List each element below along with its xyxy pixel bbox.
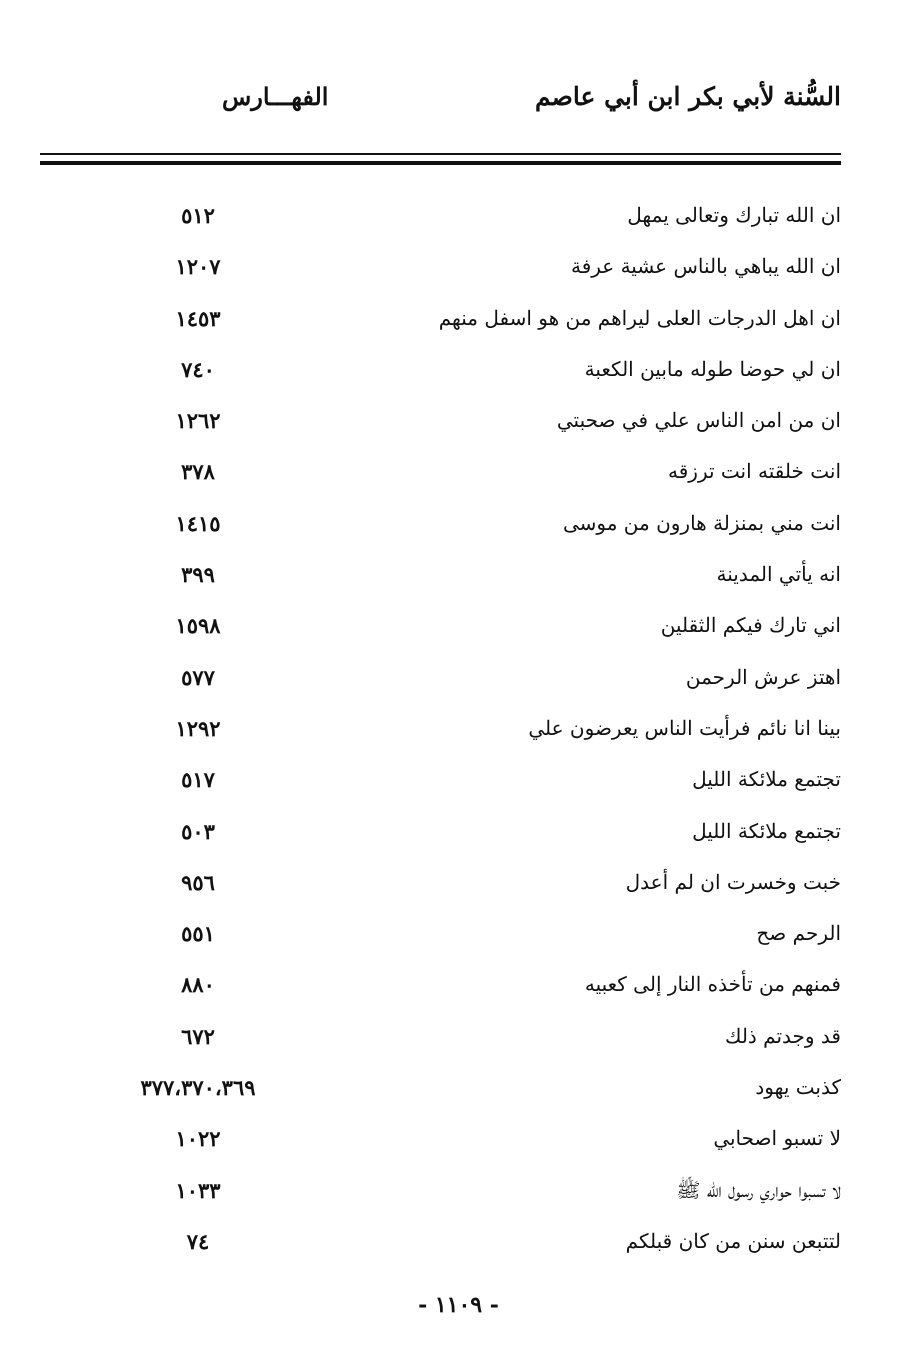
entry-text: ان لي حوضا طوله مابين الكعبة — [584, 356, 841, 381]
entry-reference: ٧٤٠ — [181, 356, 215, 382]
entry-reference: ٣٧٨ — [181, 459, 215, 485]
index-entry: ان من امن الناس علي في صحبتي ١٢٦٢ — [0, 408, 917, 459]
index-entry: انه يأتي المدينة ٣٩٩ — [0, 562, 917, 613]
entry-text: لا تسبو اصحابي — [713, 1126, 841, 1151]
index-entry: ان لي حوضا طوله مابين الكعبة ٧٤٠ — [0, 357, 917, 408]
entry-reference: ٥١٢ — [181, 203, 215, 228]
entry-reference: ١٥٩٨ — [175, 613, 221, 639]
entry-text: انه يأتي المدينة — [716, 562, 842, 587]
index-entry: ان الله يباهي بالناس عشية عرفة ١٢٠٧ — [0, 254, 917, 305]
header-rule-thick — [40, 161, 841, 165]
entry-reference: ٥٧٧ — [181, 664, 215, 690]
entry-text: كذبت يهود — [755, 1075, 841, 1100]
entry-reference: ٨٨٠ — [181, 972, 215, 998]
index-entry: لتتبعن سنن من كان قبلكم ٧٤ — [0, 1229, 917, 1280]
entry-text: ان من امن الناس علي في صحبتي — [556, 408, 841, 433]
index-entry: لا تسبوا حواري رسول الله ﷺ ١٠٣٣ — [0, 1178, 917, 1229]
entry-reference: ٥١٧ — [181, 767, 215, 793]
index-entry: كذبت يهود ٣٧٧،٣٧٠،٣٦٩ — [0, 1075, 917, 1126]
entry-reference: ٧٤ — [186, 1228, 210, 1254]
entry-reference: ١٠٣٣ — [175, 1177, 221, 1203]
page-number: - ١١٠٩ - — [418, 1292, 499, 1318]
index-entry: تجتمع ملائكة الليل ٥١٧ — [0, 767, 917, 818]
index-entry: انت مني بمنزلة هارون من موسى ١٤١٥ — [0, 511, 917, 562]
index-list: ان الله تبارك وتعالى يمهل ٥١٢ ان الله يباه… — [0, 203, 917, 1280]
entry-reference: ٣٩٩ — [181, 562, 215, 588]
entry-reference: ١٢٦٢ — [175, 408, 221, 434]
entry-text: الرحم صح — [756, 921, 841, 946]
index-entry: اني تارك فيكم الثقلين ١٥٩٨ — [0, 613, 917, 664]
entry-reference: ٥٠٣ — [181, 818, 215, 844]
index-entry: انت خلقته انت ترزقه ٣٧٨ — [0, 459, 917, 510]
entry-text: ان الله تبارك وتعالى يمهل — [627, 203, 841, 227]
entry-text: اني تارك فيكم الثقلين — [660, 613, 841, 638]
index-entry: الرحم صح ٥٥١ — [0, 921, 917, 972]
header-rule-thin — [40, 153, 841, 155]
entry-text: بينا انا نائم فرأيت الناس يعرضون علي — [528, 715, 841, 740]
entry-text: تجتمع ملائكة الليل — [692, 818, 841, 843]
entry-text: فمنهم من تأخذه النار إلى كعبيه — [584, 972, 841, 997]
entry-text: قد وجدتم ذلك — [724, 1023, 841, 1048]
entry-text: ان الله يباهي بالناس عشية عرفة — [570, 254, 841, 279]
entry-text: لتتبعن سنن من كان قبلكم — [625, 1228, 841, 1253]
index-entry: قد وجدتم ذلك ٦٧٢ — [0, 1024, 917, 1075]
entry-reference: ١٤٥٣ — [175, 305, 221, 331]
entry-text: لا تسبوا حواري رسول الله ﷺ — [676, 1177, 841, 1202]
index-entry: فمنهم من تأخذه النار إلى كعبيه ٨٨٠ — [0, 972, 917, 1023]
entry-reference: ١٢٩٢ — [175, 715, 221, 741]
entry-text: انت مني بمنزلة هارون من موسى — [562, 510, 841, 535]
index-entry: تجتمع ملائكة الليل ٥٠٣ — [0, 819, 917, 870]
entry-reference: ٦٧٢ — [181, 1023, 215, 1049]
entry-text: انت خلقته انت ترزقه — [668, 459, 841, 484]
entry-reference: ١٠٢٢ — [175, 1126, 221, 1152]
entry-text: تجتمع ملائكة الليل — [692, 767, 841, 792]
entry-text: ان اهل الدرجات العلى ليراهم من هو اسفل م… — [438, 305, 841, 330]
entry-reference: ١٢٠٧ — [175, 254, 221, 280]
entry-reference: ٥٥١ — [181, 921, 215, 947]
index-entry: لا تسبو اصحابي ١٠٢٢ — [0, 1126, 917, 1177]
entry-reference: ٣٧٧،٣٧٠،٣٦٩ — [140, 1075, 256, 1101]
index-entry: بينا انا نائم فرأيت الناس يعرضون علي ١٢٩٢ — [0, 716, 917, 767]
entry-text: خبت وخسرت ان لم أعدل — [625, 869, 841, 894]
section-title: الفهـــارس — [222, 82, 329, 111]
index-entry: ان اهل الدرجات العلى ليراهم من هو اسفل م… — [0, 306, 917, 357]
book-title: السُّنة لأبي بكر ابن أبي عاصم — [534, 82, 841, 111]
entry-text: اهتز عرش الرحمن — [685, 664, 841, 689]
index-entry: ان الله تبارك وتعالى يمهل ٥١٢ — [0, 203, 917, 254]
index-entry: اهتز عرش الرحمن ٥٧٧ — [0, 665, 917, 716]
entry-reference: ١٤١٥ — [175, 510, 221, 536]
index-entry: خبت وخسرت ان لم أعدل ٩٥٦ — [0, 870, 917, 921]
entry-reference: ٩٥٦ — [181, 869, 215, 895]
